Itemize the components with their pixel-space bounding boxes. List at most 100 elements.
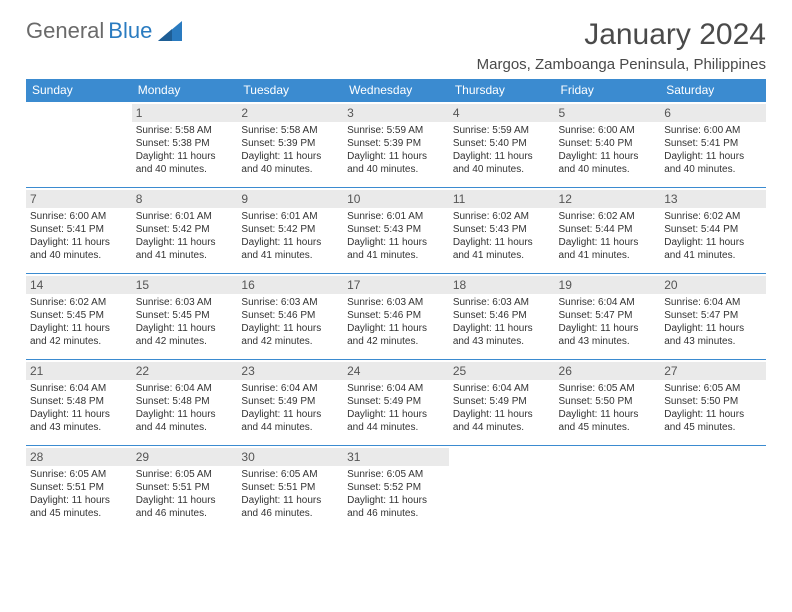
daylight-text: and 40 minutes. [347,163,445,176]
day-number: 10 [343,190,449,208]
sunset-text: Sunset: 5:39 PM [241,137,339,150]
day-details: Sunrise: 6:04 AMSunset: 5:47 PMDaylight:… [559,296,657,348]
sunset-text: Sunset: 5:43 PM [453,223,551,236]
calendar-cell [660,446,766,532]
daylight-text: Daylight: 11 hours [453,236,551,249]
calendar-week-row: 28Sunrise: 6:05 AMSunset: 5:51 PMDayligh… [26,446,766,532]
title-block: January 2024 Margos, Zamboanga Peninsula… [477,18,766,73]
daylight-text: and 41 minutes. [136,249,234,262]
day-number: 4 [449,104,555,122]
sunset-text: Sunset: 5:43 PM [347,223,445,236]
daylight-text: and 40 minutes. [30,249,128,262]
sunset-text: Sunset: 5:48 PM [136,395,234,408]
daylight-text: and 40 minutes. [664,163,762,176]
sunset-text: Sunset: 5:47 PM [664,309,762,322]
calendar-cell: 2Sunrise: 5:58 AMSunset: 5:39 PMDaylight… [237,102,343,188]
sunset-text: Sunset: 5:46 PM [453,309,551,322]
sunrise-text: Sunrise: 6:02 AM [30,296,128,309]
calendar-cell: 11Sunrise: 6:02 AMSunset: 5:43 PMDayligh… [449,188,555,274]
calendar-week-row: 7Sunrise: 6:00 AMSunset: 5:41 PMDaylight… [26,188,766,274]
calendar-page: GeneralBlue January 2024 Margos, Zamboan… [0,0,792,542]
day-details: Sunrise: 6:04 AMSunset: 5:49 PMDaylight:… [241,382,339,434]
sunset-text: Sunset: 5:51 PM [136,481,234,494]
sunset-text: Sunset: 5:49 PM [453,395,551,408]
calendar-cell: 23 Sunrise: 6:04 AMSunset: 5:49 PMDayligh… [237,360,343,446]
calendar-table: SundayMondayTuesdayWednesdayThursdayFrid… [26,79,766,532]
location-subtitle: Margos, Zamboanga Peninsula, Philippines [477,56,766,73]
daylight-text: and 40 minutes. [136,163,234,176]
sunrise-text: Sunrise: 6:01 AM [347,210,445,223]
sunrise-text: Sunrise: 6:03 AM [453,296,551,309]
calendar-cell: 15Sunrise: 6:03 AMSunset: 5:45 PMDayligh… [132,274,238,360]
daylight-text: and 44 minutes. [136,421,234,434]
day-details: Sunrise: 6:05 AMSunset: 5:52 PMDaylight:… [347,468,445,520]
day-number: 22 [132,362,238,380]
day-of-week-header: Saturday [660,79,766,102]
logo-text-blue: Blue [108,18,152,44]
daylight-text: Daylight: 11 hours [136,236,234,249]
daylight-text: Daylight: 11 hours [559,236,657,249]
calendar-cell [555,446,661,532]
sunset-text: Sunset: 5:51 PM [241,481,339,494]
sunrise-text: Sunrise: 6:04 AM [347,382,445,395]
day-details: Sunrise: 6:01 AMSunset: 5:43 PMDaylight:… [347,210,445,262]
sunset-text: Sunset: 5:49 PM [347,395,445,408]
sunset-text: Sunset: 5:48 PM [30,395,128,408]
daylight-text: and 40 minutes. [453,163,551,176]
day-details: Sunrise: 6:05 AMSunset: 5:51 PMDaylight:… [30,468,128,520]
day-number: 14 [26,276,132,294]
calendar-week-row: 1Sunrise: 5:58 AMSunset: 5:38 PMDaylight… [26,102,766,188]
calendar-cell: 7Sunrise: 6:00 AMSunset: 5:41 PMDaylight… [26,188,132,274]
calendar-cell: 13Sunrise: 6:02 AMSunset: 5:44 PMDayligh… [660,188,766,274]
day-of-week-header: Sunday [26,79,132,102]
calendar-week-row: 14Sunrise: 6:02 AMSunset: 5:45 PMDayligh… [26,274,766,360]
daylight-text: and 40 minutes. [241,163,339,176]
day-number: 23 [237,362,343,380]
day-details: Sunrise: 6:02 AMSunset: 5:44 PMDaylight:… [664,210,762,262]
day-details: Sunrise: 6:04 AMSunset: 5:49 PMDaylight:… [347,382,445,434]
calendar-cell: 24 Sunrise: 6:04 AMSunset: 5:49 PMDayligh… [343,360,449,446]
sunrise-text: Sunrise: 6:03 AM [347,296,445,309]
daylight-text: Daylight: 11 hours [30,236,128,249]
sunset-text: Sunset: 5:51 PM [30,481,128,494]
sunset-text: Sunset: 5:47 PM [559,309,657,322]
daylight-text: Daylight: 11 hours [453,408,551,421]
calendar-cell: 1Sunrise: 5:58 AMSunset: 5:38 PMDaylight… [132,102,238,188]
daylight-text: Daylight: 11 hours [136,408,234,421]
calendar-cell: 16Sunrise: 6:03 AMSunset: 5:46 PMDayligh… [237,274,343,360]
calendar-cell: 5Sunrise: 6:00 AMSunset: 5:40 PMDaylight… [555,102,661,188]
calendar-body: 1Sunrise: 5:58 AMSunset: 5:38 PMDaylight… [26,102,766,532]
sunset-text: Sunset: 5:50 PM [664,395,762,408]
sunrise-text: Sunrise: 6:04 AM [453,382,551,395]
daylight-text: and 41 minutes. [664,249,762,262]
day-number: 24 [343,362,449,380]
daylight-text: and 45 minutes. [30,507,128,520]
sunset-text: Sunset: 5:52 PM [347,481,445,494]
sunrise-text: Sunrise: 6:04 AM [241,382,339,395]
daylight-text: Daylight: 11 hours [664,408,762,421]
day-number: 2 [237,104,343,122]
daylight-text: Daylight: 11 hours [241,494,339,507]
day-number: 26 [555,362,661,380]
daylight-text: and 45 minutes. [559,421,657,434]
day-details: Sunrise: 6:03 AMSunset: 5:45 PMDaylight:… [136,296,234,348]
sunset-text: Sunset: 5:45 PM [136,309,234,322]
day-details: Sunrise: 6:05 AMSunset: 5:51 PMDaylight:… [136,468,234,520]
sail-icon [158,21,182,41]
day-details: Sunrise: 6:02 AMSunset: 5:44 PMDaylight:… [559,210,657,262]
sunrise-text: Sunrise: 6:05 AM [241,468,339,481]
sunrise-text: Sunrise: 6:05 AM [559,382,657,395]
day-number: 29 [132,448,238,466]
sunrise-text: Sunrise: 6:00 AM [664,124,762,137]
sunrise-text: Sunrise: 5:59 AM [347,124,445,137]
sunrise-text: Sunrise: 6:05 AM [30,468,128,481]
day-details: Sunrise: 6:05 AMSunset: 5:51 PMDaylight:… [241,468,339,520]
calendar-cell: 25Sunrise: 6:04 AMSunset: 5:49 PMDayligh… [449,360,555,446]
daylight-text: and 46 minutes. [241,507,339,520]
day-details: Sunrise: 6:05 AMSunset: 5:50 PMDaylight:… [664,382,762,434]
sunrise-text: Sunrise: 6:03 AM [241,296,339,309]
sunset-text: Sunset: 5:42 PM [241,223,339,236]
day-of-week-header: Wednesday [343,79,449,102]
sunset-text: Sunset: 5:41 PM [664,137,762,150]
sunrise-text: Sunrise: 6:01 AM [241,210,339,223]
